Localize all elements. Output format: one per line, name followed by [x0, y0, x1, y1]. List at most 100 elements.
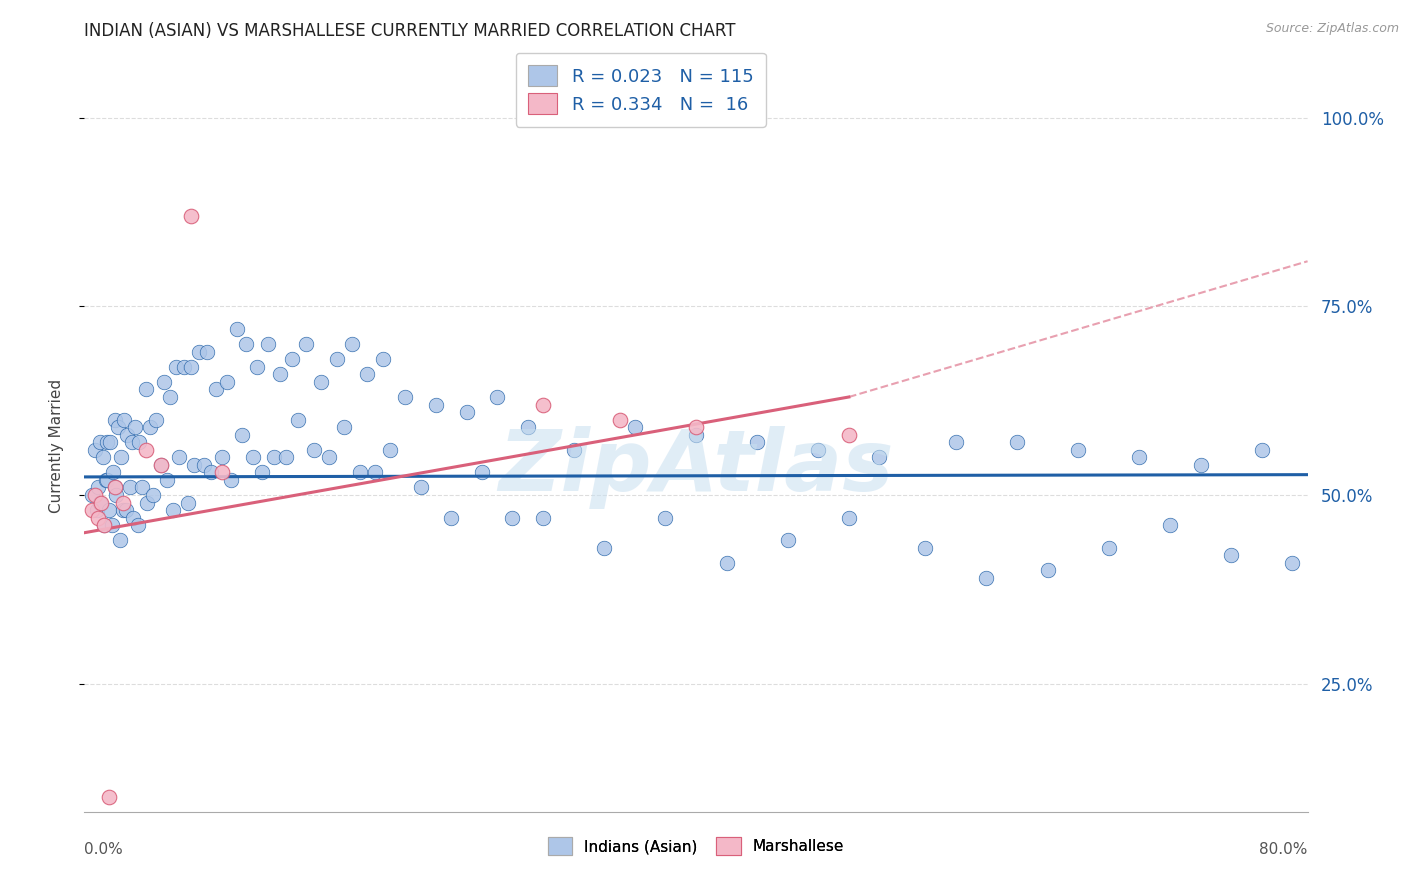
Point	[135, 383, 157, 397]
Point	[235, 337, 257, 351]
Point	[281, 352, 304, 367]
Point	[110, 450, 132, 465]
Point	[1220, 549, 1243, 563]
Point	[685, 427, 707, 442]
Point	[456, 405, 478, 419]
Point	[121, 435, 143, 450]
Point	[180, 209, 202, 223]
Point	[86, 503, 108, 517]
Point	[80, 488, 103, 502]
Point	[1098, 541, 1121, 555]
Point	[215, 375, 238, 389]
Point	[516, 420, 538, 434]
Point	[1159, 518, 1181, 533]
Point	[231, 427, 253, 442]
Point	[945, 435, 967, 450]
Point	[193, 458, 215, 472]
Text: INDIAN (ASIAN) VS MARSHALLESE CURRENTLY MARRIED CORRELATION CHART: INDIAN (ASIAN) VS MARSHALLESE CURRENTLY …	[84, 22, 735, 40]
Point	[246, 359, 269, 374]
Point	[84, 442, 107, 457]
Point	[188, 344, 211, 359]
Point	[120, 480, 142, 494]
Point	[250, 466, 273, 480]
Point	[84, 488, 107, 502]
Point	[325, 352, 347, 367]
Point	[1005, 435, 1028, 450]
Point	[135, 442, 157, 457]
Point	[1128, 450, 1150, 465]
Point	[1281, 556, 1303, 570]
Point	[502, 510, 524, 524]
Point	[97, 789, 120, 804]
Point	[263, 450, 285, 465]
Point	[302, 442, 325, 457]
Point	[609, 412, 631, 426]
Point	[219, 473, 242, 487]
Point	[111, 495, 134, 509]
Point	[139, 420, 162, 434]
Text: 0.0%: 0.0%	[84, 842, 124, 857]
Point	[96, 435, 118, 450]
Point	[1189, 458, 1212, 472]
Point	[104, 480, 127, 494]
Point	[115, 427, 138, 442]
Point	[103, 466, 125, 480]
Point	[409, 480, 432, 494]
Point	[1036, 563, 1059, 577]
Point	[1067, 442, 1090, 457]
Point	[97, 503, 120, 517]
Point	[531, 510, 554, 524]
Point	[104, 412, 127, 426]
Point	[111, 503, 134, 517]
Text: 80.0%: 80.0%	[1260, 842, 1308, 857]
Point	[716, 556, 738, 570]
Point	[87, 480, 110, 494]
Point	[127, 518, 149, 533]
Point	[136, 495, 159, 509]
Point	[654, 510, 676, 524]
Point	[90, 495, 112, 509]
Point	[167, 450, 190, 465]
Point	[159, 390, 181, 404]
Point	[162, 503, 184, 517]
Point	[364, 466, 387, 480]
Text: ZipAtlas: ZipAtlas	[498, 426, 894, 509]
Point	[380, 442, 402, 457]
Point	[165, 359, 187, 374]
Point	[624, 420, 647, 434]
Point	[145, 412, 167, 426]
Point	[94, 473, 117, 487]
Point	[177, 495, 200, 509]
Point	[425, 398, 447, 412]
Point	[211, 450, 233, 465]
Point	[128, 435, 150, 450]
Point	[200, 466, 222, 480]
Point	[593, 541, 616, 555]
Point	[471, 466, 494, 480]
Point	[486, 390, 509, 404]
Point	[205, 383, 228, 397]
Point	[394, 390, 416, 404]
Point	[531, 398, 554, 412]
Point	[142, 488, 165, 502]
Point	[371, 352, 394, 367]
Point	[89, 495, 111, 509]
Legend: Indians (Asian), Marshallese: Indians (Asian), Marshallese	[540, 830, 852, 863]
Point	[183, 458, 205, 472]
Point	[685, 420, 707, 434]
Point	[114, 503, 136, 517]
Point	[747, 435, 769, 450]
Point	[124, 420, 146, 434]
Point	[98, 435, 121, 450]
Point	[87, 510, 110, 524]
Point	[104, 480, 127, 494]
Point	[440, 510, 463, 524]
Point	[287, 412, 309, 426]
Point	[349, 466, 371, 480]
Point	[122, 510, 145, 524]
Point	[131, 480, 153, 494]
Point	[356, 368, 378, 382]
Point	[101, 518, 124, 533]
Point	[242, 450, 264, 465]
Point	[96, 473, 118, 487]
